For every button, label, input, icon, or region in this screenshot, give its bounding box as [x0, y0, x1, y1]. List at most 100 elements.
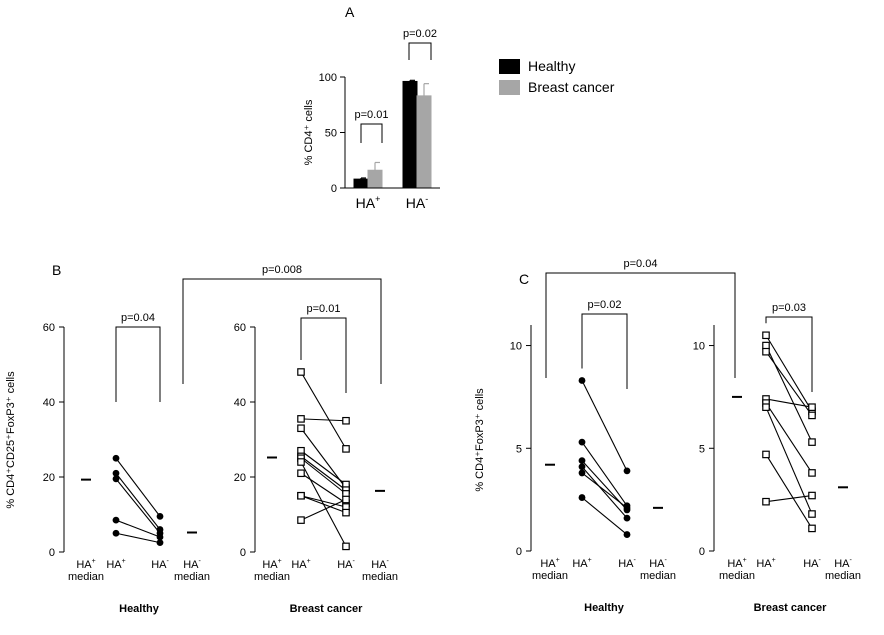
x-label-median: median [825, 570, 861, 582]
data-point [297, 516, 305, 524]
group-label: Breast cancer [754, 602, 827, 614]
data-point [112, 475, 120, 483]
within-group-bracket-pvalue: p=0.04 [121, 312, 155, 324]
within-group-bracket-pvalue: p=0.02 [588, 299, 622, 311]
data-point [342, 542, 350, 551]
x-label-ha-minus: HA- [151, 558, 169, 571]
y-tick-label: 10 [693, 341, 705, 353]
pair-line [300, 371, 347, 450]
data-point [623, 531, 631, 538]
data-point [342, 416, 350, 425]
x-label-median: median [640, 570, 676, 582]
data-point [297, 491, 305, 500]
legend-label: Breast cancer [528, 79, 615, 95]
x-label-ha-minus-median: HA- [183, 558, 201, 571]
data-point [762, 331, 770, 340]
data-point [762, 403, 770, 411]
bar [367, 169, 383, 189]
data-point [808, 403, 816, 411]
pair-line [765, 494, 813, 503]
pair-line [581, 472, 628, 509]
data-point [578, 494, 586, 501]
x-category-label: HA- [406, 194, 428, 211]
panel-a-bar-chart: 0 50 100 % CD4⁺ cells HA+ HA-p=0.01 p=0.02 Heal… [303, 28, 615, 211]
x-label-ha-plus-median: HA+ [262, 558, 281, 571]
group-label: Breast cancer [290, 603, 363, 615]
pair-line [115, 478, 161, 534]
x-label-median: median [68, 571, 104, 583]
panel-a-bracket-ha-plus-bracket [360, 123, 383, 143]
y-tick-label: 0 [516, 546, 522, 558]
panel-label-a: A [345, 4, 355, 20]
x-label-ha-plus: HA+ [291, 558, 310, 571]
pair-line [765, 402, 813, 474]
data-point [808, 491, 816, 500]
pair-line [115, 519, 161, 538]
group-label: Healthy [119, 603, 160, 615]
data-point [156, 539, 164, 547]
pair-line [300, 472, 347, 504]
x-label-ha-minus: HA- [803, 557, 821, 570]
panel-a-bracket-ha-minus-pvalue: p=0.02 [403, 28, 437, 40]
data-point [156, 533, 164, 541]
data-point [578, 469, 586, 477]
pair-line [300, 450, 347, 485]
bar [416, 95, 432, 189]
x-label-ha-minus-median: HA- [371, 558, 389, 571]
data-point [808, 510, 816, 518]
data-point [342, 508, 350, 517]
x-label-ha-plus-median: HA+ [727, 557, 746, 570]
pair-line [765, 398, 813, 408]
data-point [112, 469, 120, 477]
data-point [297, 415, 305, 423]
pair-line [115, 472, 161, 530]
y-axis-label: % CD4⁺CD25⁺FoxP3⁺ cells [5, 371, 17, 509]
x-label-median: median [719, 570, 755, 582]
pair-line [300, 499, 347, 521]
pair-line [765, 406, 813, 515]
pair-line [765, 351, 813, 416]
data-point [623, 514, 631, 522]
panel-label-b: B [52, 262, 61, 278]
data-point [623, 504, 631, 512]
data-point [297, 424, 305, 433]
group-label: Healthy [584, 602, 625, 614]
between-group-bracket-pvalue: p=0.008 [262, 264, 302, 276]
pair-line [115, 457, 161, 517]
y-tick-label: 50 [325, 128, 337, 140]
panel-a-bracket-ha-minus-bracket [408, 42, 432, 60]
between-group-bracket-bracket [545, 272, 736, 378]
within-group-bracket-bracket [115, 326, 161, 402]
x-label-ha-plus-median: HA+ [76, 558, 95, 571]
y-tick-label: 10 [510, 341, 522, 353]
data-point [342, 495, 350, 504]
y-tick-label: 60 [43, 322, 55, 334]
data-point [623, 467, 631, 475]
data-point [342, 445, 350, 453]
pair-line [765, 334, 813, 412]
x-category-label: HA+ [356, 194, 381, 211]
within-group-bracket-bracket [300, 317, 347, 393]
panel-a-bracket-ha-plus-pvalue: p=0.01 [355, 109, 389, 121]
y-axis-label: % CD4⁺ cells [303, 99, 315, 165]
y-tick-label: 0 [699, 546, 705, 558]
data-point [808, 411, 816, 420]
between-group-bracket-pvalue: p=0.04 [624, 258, 658, 270]
data-point [762, 341, 770, 350]
pair-line [300, 495, 347, 514]
x-label-ha-plus: HA+ [756, 557, 775, 570]
data-point [112, 454, 120, 462]
data-point [297, 368, 305, 376]
data-point [112, 529, 120, 537]
legend-swatch [499, 59, 520, 74]
x-label-ha-minus: HA- [618, 557, 636, 570]
y-tick-label: 5 [699, 443, 705, 455]
y-tick-label: 100 [319, 72, 337, 84]
x-label-ha-plus: HA+ [572, 557, 591, 570]
y-axis-label: % CD4⁺FoxP3⁺ cells [474, 388, 486, 492]
y-tick-label: 20 [43, 472, 55, 484]
data-point [808, 438, 816, 446]
between-group-bracket-bracket [182, 278, 382, 384]
